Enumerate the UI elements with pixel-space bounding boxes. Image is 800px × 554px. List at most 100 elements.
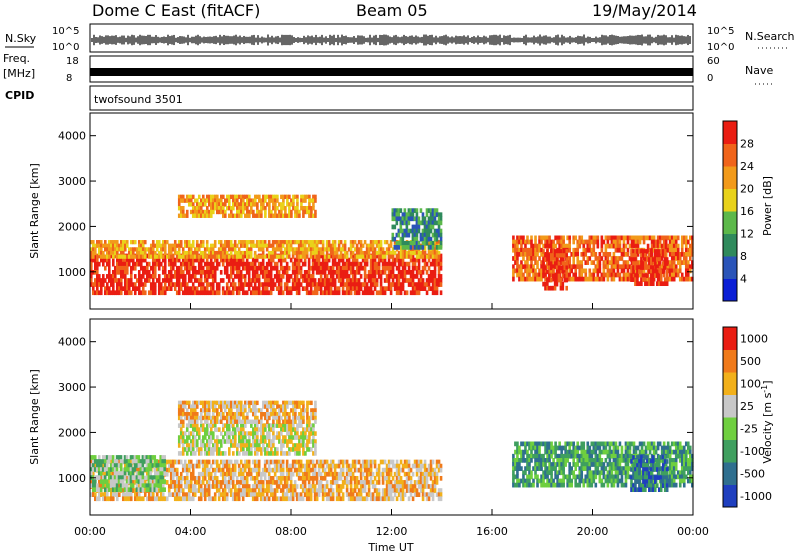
data-cell — [653, 249, 657, 254]
data-cell — [600, 243, 604, 249]
data-cell — [594, 251, 598, 257]
data-cell — [399, 269, 403, 275]
data-cell — [286, 202, 289, 207]
data-cell — [301, 463, 305, 469]
data-cell — [559, 257, 563, 262]
data-cell — [293, 484, 297, 489]
data-cell — [165, 274, 169, 279]
data-cell — [285, 459, 289, 465]
data-cell — [125, 278, 129, 283]
data-cell — [306, 194, 309, 200]
data-cell — [243, 475, 247, 481]
data-cell — [540, 260, 543, 265]
data-cell — [221, 471, 225, 477]
data-cell — [281, 269, 285, 275]
data-cell — [187, 290, 191, 296]
data-cell — [237, 463, 241, 469]
data-cell — [630, 239, 634, 245]
data-cell — [383, 475, 387, 481]
data-cell — [197, 496, 201, 502]
data-cell — [555, 261, 559, 267]
data-cell — [563, 249, 567, 254]
data-cell — [397, 245, 401, 250]
data-cell — [312, 194, 315, 200]
data-cell — [243, 459, 247, 465]
data-cell — [109, 290, 113, 296]
data-cell — [538, 239, 541, 245]
data-cell — [239, 475, 243, 481]
data-cell — [191, 254, 195, 259]
data-cell — [133, 282, 137, 287]
data-cell — [546, 281, 549, 287]
data-cell — [656, 235, 660, 241]
data-cell — [333, 253, 337, 259]
data-cell — [343, 261, 347, 267]
data-cell — [105, 459, 109, 465]
data-cell — [632, 261, 635, 266]
data-cell — [357, 250, 361, 256]
data-cell — [538, 235, 541, 241]
data-cell — [137, 247, 141, 252]
data-cell — [417, 467, 421, 473]
data-cell — [193, 463, 197, 469]
nsky-label: N.Sky — [5, 32, 37, 45]
data-cell — [303, 492, 307, 497]
data-cell — [201, 286, 205, 291]
data-cell — [666, 235, 670, 241]
data-cell — [349, 278, 353, 283]
data-cell — [169, 243, 173, 248]
data-cell — [347, 480, 351, 485]
data-cell — [339, 496, 343, 502]
data-cell — [225, 484, 229, 489]
data-cell — [401, 278, 405, 283]
data-cell — [415, 228, 419, 234]
data-cell — [221, 467, 225, 473]
data-cell — [319, 253, 323, 259]
data-cell — [431, 282, 435, 287]
data-cell — [141, 496, 145, 502]
data-cell — [323, 274, 327, 279]
data-cell — [259, 492, 263, 497]
data-cell — [391, 459, 395, 465]
data-cell — [181, 467, 185, 473]
data-cell — [377, 496, 381, 502]
data-cell — [237, 254, 241, 259]
data-cell — [399, 224, 403, 230]
data-cell — [313, 261, 317, 267]
data-cell — [282, 202, 285, 207]
data-cell — [311, 274, 315, 279]
data-cell — [103, 492, 107, 497]
data-cell — [113, 250, 117, 256]
data-cell — [175, 254, 179, 259]
data-cell — [221, 459, 225, 465]
data-cell — [622, 251, 626, 257]
data-cell — [628, 276, 632, 282]
data-cell — [580, 276, 584, 282]
data-cell — [101, 282, 105, 287]
data-cell — [205, 278, 209, 283]
data-cell — [267, 471, 271, 477]
data-cell — [435, 257, 439, 263]
data-cell — [676, 243, 680, 249]
data-cell — [189, 243, 193, 248]
data-cell — [347, 467, 351, 473]
data-cell — [666, 243, 670, 249]
data-cell — [413, 286, 417, 291]
data-cell — [235, 257, 239, 263]
data-cell — [415, 208, 419, 213]
data-cell — [379, 278, 383, 283]
data-cell — [417, 224, 421, 230]
data-cell — [189, 488, 193, 493]
data-cell — [273, 265, 277, 271]
data-cell — [405, 240, 409, 246]
data-cell — [546, 239, 549, 245]
data-cell — [365, 257, 369, 263]
data-cell — [265, 496, 269, 502]
data-cell — [290, 213, 293, 218]
data-cell — [663, 253, 667, 258]
data-cell — [419, 459, 423, 465]
data-cell — [95, 253, 99, 259]
data-cell — [228, 198, 231, 203]
data-cell — [628, 256, 632, 261]
data-cell — [219, 206, 223, 211]
